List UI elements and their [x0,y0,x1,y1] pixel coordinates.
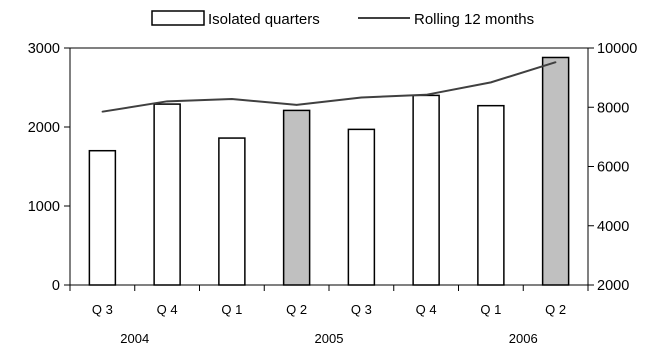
right-tick-label: 6000 [597,160,629,176]
line-point [425,94,427,96]
line-series [101,61,557,113]
legend-label-bars: Isolated quarters [208,11,320,28]
bar [541,56,570,286]
line-point [231,98,233,100]
category-label: Q 1 [221,302,242,317]
right-axis: 2000 4000 6000 8000 10000 [588,41,637,294]
line-path [102,61,556,113]
legend-bar-swatch [151,10,205,26]
bar-series [88,56,570,286]
category-label: Q 4 [157,302,178,317]
bar [153,103,181,286]
bar [477,104,505,286]
year-label: 2006 [509,331,538,345]
category-label: Q 4 [416,302,437,317]
legend-label-line: Rolling 12 months [414,11,534,28]
line-point [360,96,363,99]
right-tick-label: 2000 [597,278,629,294]
year-label: 2004 [120,331,149,345]
line-point [554,61,557,64]
bar [347,128,376,286]
right-tick-label: 4000 [597,219,629,235]
plot-frame [69,47,589,286]
year-label: 2005 [315,331,344,345]
x-axis: Q 3 Q 4 Q 1 Q 2 Q 3 Q 4 Q 1 Q 2 [69,285,589,317]
left-axis: 0 1000 2000 3000 [28,41,70,294]
left-tick-label: 3000 [28,41,60,57]
year-labels: 2004 2005 2006 [120,331,537,345]
line-point [490,81,492,84]
category-label: Q 3 [351,302,372,317]
bar [88,149,117,286]
left-tick-label: 1000 [28,199,60,215]
bar [282,109,311,286]
legend: Isolated quarters Rolling 12 months [151,10,534,28]
right-tick-label: 10000 [597,41,637,57]
bar [412,94,440,286]
left-tick-label: 0 [52,278,60,294]
category-label: Q 3 [92,302,113,317]
right-tick-label: 8000 [597,100,629,116]
category-label: Q 1 [480,302,501,317]
line-point [295,104,298,106]
category-label: Q 2 [286,302,307,317]
bar [218,137,246,286]
line-point [101,110,104,113]
line-point [166,100,168,103]
category-label: Q 2 [545,302,566,317]
left-tick-label: 2000 [28,120,60,136]
